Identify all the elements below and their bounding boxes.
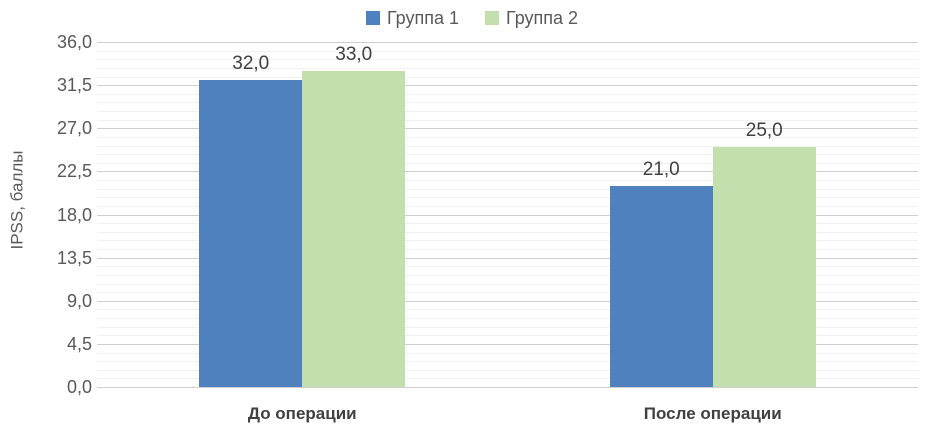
y-axis-tick-label: 0,0 <box>66 377 92 397</box>
legend-entry-group-2[interactable]: Группа 2 <box>485 9 578 27</box>
x-axis-category-labels: До операции После операции <box>97 396 918 436</box>
x-axis-category-label: До операции <box>247 404 357 423</box>
gridline-minor <box>97 162 918 164</box>
gridline-minor <box>97 180 918 181</box>
gridline-minor <box>97 361 918 363</box>
legend-label-group-2: Группа 2 <box>506 8 579 28</box>
y-axis-tick-label: 13,5 <box>56 247 92 268</box>
x-axis-category-label: После операции <box>643 404 782 423</box>
chart-legend: Группа 1 Группа 2 <box>0 4 944 32</box>
plot-area <box>97 42 918 388</box>
gridline-minor <box>97 309 918 311</box>
gridline-minor <box>97 335 918 337</box>
gridline-major <box>97 214 918 216</box>
gridline-minor <box>97 111 918 112</box>
gridline-minor <box>97 240 918 242</box>
gridline-minor <box>97 188 918 190</box>
gridline-minor <box>97 102 918 104</box>
gridline-minor <box>97 292 918 294</box>
gridline-minor <box>97 93 918 95</box>
legend-swatch-group-2 <box>485 11 499 25</box>
y-axis-tick-label: 22,5 <box>56 161 92 182</box>
gridline-minor <box>97 223 918 225</box>
gridline-minor <box>97 145 918 147</box>
gridline-minor <box>97 326 918 328</box>
bar-value-label: 33,0 <box>335 43 373 65</box>
gridline-minor <box>97 283 918 285</box>
gridline-minor <box>97 67 918 69</box>
gridline-minor <box>97 136 918 138</box>
gridline-minor <box>97 274 918 276</box>
y-axis-tick-label: 36,0 <box>56 32 92 52</box>
gridline-minor <box>97 59 918 61</box>
gridline-minor <box>97 369 918 371</box>
gridline-minor <box>97 119 918 121</box>
gridline-minor <box>97 76 918 78</box>
y-axis-tick-labels: 36,0 31,5 27,0 22,5 18,0 13,5 9,0 4,5 0,0 <box>0 33 92 396</box>
y-axis-tick-label: 9,0 <box>66 290 92 311</box>
gridline-major <box>97 343 918 345</box>
y-axis-tick-label: 18,0 <box>56 204 92 225</box>
bar[interactable] <box>609 185 713 387</box>
gridline-major <box>97 171 918 173</box>
gridline-major <box>97 300 918 302</box>
bar[interactable] <box>712 147 816 387</box>
bar-value-label: 32,0 <box>232 53 270 75</box>
y-axis-tick-label: 27,0 <box>56 118 92 139</box>
gridline-minor <box>97 378 918 380</box>
gridline-minor <box>97 50 918 52</box>
gridline-major <box>97 257 918 259</box>
gridline-minor <box>97 266 918 268</box>
bars-layer: 32,0 33,0 21,0 25,0 <box>97 42 918 387</box>
gridline-minor <box>97 318 918 319</box>
gridline-minor <box>97 231 918 233</box>
legend-label-group-1: Группа 1 <box>386 8 459 28</box>
gridline-minor <box>97 197 918 199</box>
gridline-major <box>97 387 918 388</box>
gridline-minor <box>97 249 918 250</box>
gridline-minor <box>97 154 918 156</box>
legend-swatch-group-1 <box>365 11 380 25</box>
gridline-minor <box>97 205 918 207</box>
gridline-major <box>97 85 918 87</box>
y-axis-tick-label: 31,5 <box>56 75 92 96</box>
legend-entry-group-1[interactable]: Группа 1 <box>365 8 459 28</box>
gridline-major <box>97 128 918 130</box>
gridline-minor <box>97 352 918 354</box>
bar[interactable] <box>302 70 406 387</box>
bar-value-label: 21,0 <box>642 158 680 180</box>
y-axis-tick-label: 4,5 <box>66 333 92 354</box>
gridline-major <box>97 42 918 43</box>
bar[interactable] <box>199 80 303 387</box>
bar-value-label: 25,0 <box>745 120 783 142</box>
